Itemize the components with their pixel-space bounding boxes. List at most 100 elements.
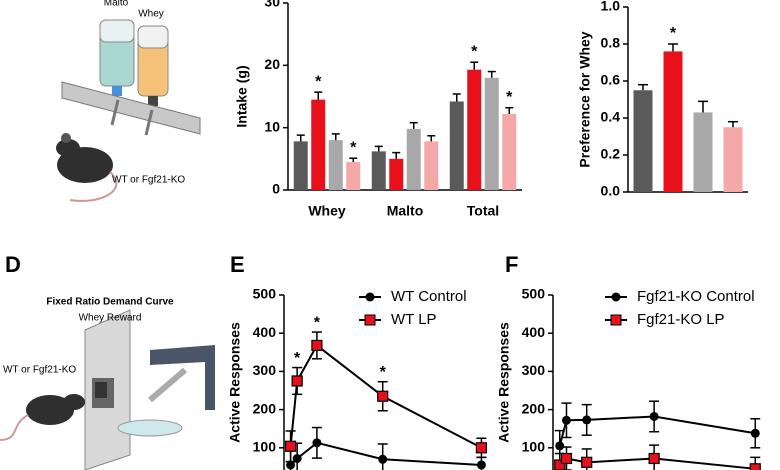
point <box>286 460 296 470</box>
bar <box>502 113 517 190</box>
protocol-subtitle: Whey Reward <box>79 313 142 324</box>
y-tick-label: 10 <box>264 118 280 134</box>
x-tick-label: Total <box>467 203 499 219</box>
y-tick-label: 100 <box>253 439 277 455</box>
point <box>648 452 660 465</box>
bar <box>371 151 386 190</box>
point <box>378 454 388 464</box>
bottle-top <box>99 19 135 43</box>
y-tick-label: 0.0 <box>601 183 621 199</box>
y-tick-label: 0.8 <box>601 35 621 51</box>
y-tick-label: 200 <box>522 400 546 416</box>
bar <box>723 127 743 192</box>
point <box>581 456 593 468</box>
panel-label: D <box>5 252 21 277</box>
y-axis-label: Intake (g) <box>234 65 250 127</box>
bar <box>311 99 326 190</box>
point <box>649 411 659 421</box>
point <box>750 428 760 438</box>
bar <box>484 77 499 190</box>
mouse-tail <box>69 171 118 202</box>
y-tick-label: 200 <box>253 400 277 416</box>
spout <box>144 109 154 136</box>
y-tick-label: 100 <box>522 439 546 455</box>
bar <box>693 112 713 192</box>
significance: * <box>380 364 387 381</box>
significance: * <box>294 350 301 367</box>
bar <box>389 158 404 190</box>
legend-marker <box>611 292 621 302</box>
bottle-cap <box>112 86 122 96</box>
bar <box>424 141 439 190</box>
bar <box>346 161 361 190</box>
y-axis-label: Active Responses <box>496 322 512 443</box>
bar <box>663 51 683 193</box>
panel-label: E <box>230 252 245 277</box>
point <box>291 375 303 387</box>
significance: * <box>350 139 357 156</box>
significance: * <box>670 25 677 42</box>
bar <box>467 69 482 190</box>
mouse-ear <box>61 133 71 143</box>
point <box>312 438 322 448</box>
point <box>475 442 488 454</box>
significance: * <box>315 73 322 90</box>
y-tick-label: 300 <box>253 362 277 378</box>
point <box>311 339 323 352</box>
bottle-label: Whey <box>138 9 164 20</box>
arm <box>148 367 187 403</box>
legend-label: Fgf21-KO LP <box>637 311 725 328</box>
y-tick-label: 0.6 <box>601 72 621 88</box>
legend-marker <box>364 314 376 326</box>
y-tick-label: 30 <box>264 0 280 10</box>
y-tick-label: 0.4 <box>601 109 621 125</box>
mouse-head <box>56 139 80 157</box>
y-tick-label: 1.0 <box>601 0 621 14</box>
point <box>561 415 571 425</box>
top-illustration: Malto Whey WT or Fgf21-KO <box>56 0 201 202</box>
y-tick-label: 400 <box>522 324 546 340</box>
bar <box>449 101 464 190</box>
point <box>377 390 389 402</box>
bar <box>633 90 653 192</box>
significance: * <box>471 43 478 60</box>
point <box>560 452 573 465</box>
point <box>284 440 297 452</box>
bar <box>406 128 421 190</box>
mouse-body <box>26 395 74 425</box>
protocol-title: Fixed Ratio Demand Curve <box>46 297 174 308</box>
bar <box>293 141 308 190</box>
significance: * <box>506 89 513 106</box>
dish <box>117 419 183 437</box>
y-axis-label: Active Responses <box>227 322 243 443</box>
y-tick-label: 500 <box>253 286 277 302</box>
mouse-label: WT or Fgf21-KO <box>112 175 185 186</box>
bar <box>328 140 343 190</box>
y-tick-label: 500 <box>522 286 546 302</box>
panel-label: F <box>505 252 518 277</box>
legend-label: Fgf21-KO Control <box>637 288 755 305</box>
y-tick-label: 0 <box>272 181 280 197</box>
y-tick-label: 400 <box>253 324 277 340</box>
y-tick-label: 0.2 <box>601 146 621 162</box>
mouse-label: WT or Fgf21-KO <box>3 365 76 376</box>
y-axis-label: Preference for Whey <box>577 31 593 167</box>
legend-label: WT LP <box>391 311 437 328</box>
bottle-label: Malto <box>104 0 129 9</box>
legend-marker <box>365 292 375 302</box>
bottle-top <box>137 25 169 49</box>
y-tick-label: 20 <box>264 56 280 72</box>
mouse-tail <box>0 414 29 441</box>
point <box>292 453 302 463</box>
point <box>555 441 565 451</box>
legend-label: WT Control <box>391 288 467 305</box>
legend-marker <box>610 314 622 326</box>
x-tick-label: Whey <box>308 203 346 219</box>
point <box>749 463 761 470</box>
lever <box>95 382 107 398</box>
rail <box>61 81 201 135</box>
spout <box>110 99 120 126</box>
bottom-illustration: Fixed Ratio Demand Curve Whey Reward WT … <box>0 297 215 470</box>
significance: * <box>314 314 321 331</box>
